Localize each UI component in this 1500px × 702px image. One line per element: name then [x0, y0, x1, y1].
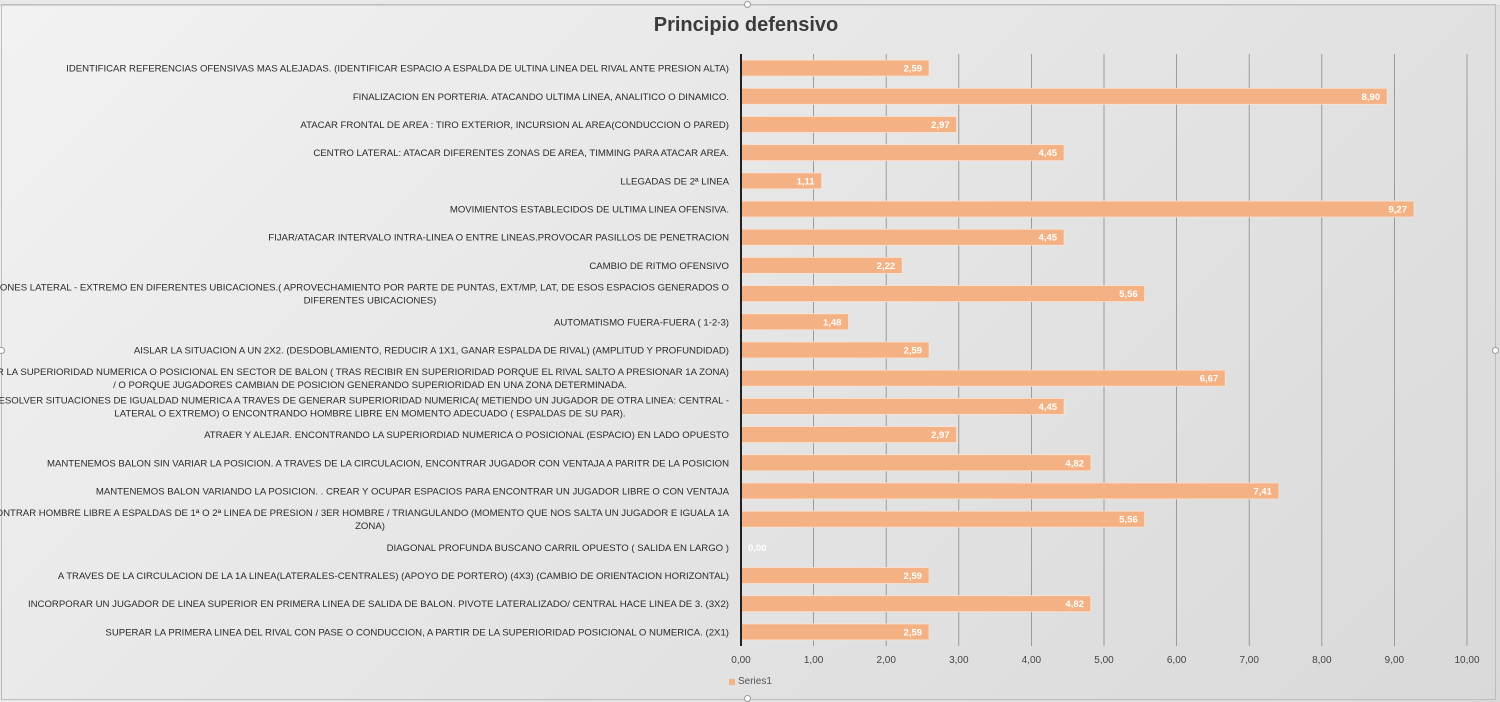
- category-label: FIJAR/ATACAR INTERVALO INTRA-LINEA O ENT…: [268, 233, 729, 244]
- data-label: 5,56: [1119, 515, 1138, 526]
- bar: [740, 228, 1065, 246]
- chart-legend: Series1: [729, 676, 772, 687]
- x-tick-label: 7,00: [1239, 655, 1259, 666]
- legend-swatch: [729, 678, 735, 685]
- bar: [740, 595, 1092, 613]
- data-label: 2,59: [904, 346, 923, 357]
- data-label: 4,45: [1039, 402, 1058, 413]
- data-label: 2,59: [904, 571, 923, 582]
- category-label: DIAGONAL PROFUNDA BUSCANO CARRIL OPUESTO…: [387, 543, 729, 554]
- x-tick-label: 0,00: [731, 655, 751, 666]
- bar: [740, 397, 1065, 415]
- resize-handle-right[interactable]: [1492, 347, 1499, 354]
- category-label: AISLAR LA SITUACION A UN 2X2. (DESDOBLAM…: [134, 346, 729, 357]
- resize-handle-top[interactable]: [744, 1, 751, 8]
- data-label: 2,59: [904, 627, 923, 638]
- category-label: ATACAR FRONTAL DE AREA : TIRO EXTERIOR, …: [300, 120, 729, 131]
- data-label: 2,97: [931, 430, 950, 441]
- bar: [740, 341, 930, 359]
- category-label: AUTOMATISMO FUERA-FUERA ( 1-2-3): [554, 317, 729, 328]
- data-label: 6,67: [1200, 374, 1219, 385]
- data-label: 4,45: [1039, 148, 1058, 159]
- data-label: 5,56: [1119, 289, 1138, 300]
- bar: [740, 426, 958, 443]
- category-label: ATRAER Y ALEJAR. ENCONTRANDO LA SUPERIOR…: [204, 430, 729, 441]
- data-label: 2,97: [931, 120, 950, 131]
- data-label: 1,48: [823, 317, 842, 328]
- category-label: LATERAL O EXTREMO) O ENCONTRANDO HOMBRE …: [114, 408, 625, 419]
- category-label: RESOLVER LA SUPERIORIDAD NUMERICA O POSI…: [0, 367, 729, 378]
- category-label: RELACIONES LATERAL - EXTREMO EN DIFERENT…: [0, 283, 729, 294]
- x-tick-label: 6,00: [1167, 655, 1187, 666]
- x-tick-label: 10,00: [1454, 655, 1479, 666]
- data-label: 0,00: [748, 543, 767, 554]
- x-tick-label: 5,00: [1094, 655, 1114, 666]
- bar: [740, 369, 1226, 387]
- category-label: DIFERENTES UBICACIONES): [304, 296, 437, 307]
- category-label: RESOLVER SITUACIONES DE IGUALDAD NUMERIC…: [0, 395, 729, 406]
- bar: [740, 510, 1146, 528]
- category-label: IDENTIFICAR REFERENCIAS OFENSIVAS MAS AL…: [66, 64, 729, 75]
- category-label: MOVIMIENTOS ESTABLECIDOS DE ULTIMA LINEA…: [450, 205, 729, 216]
- chart-title: Principio defensivo: [653, 14, 839, 36]
- bar: [740, 144, 1065, 162]
- data-label: 7,41: [1253, 486, 1272, 497]
- category-label: ENCONTRAR HOMBRE LIBRE A ESPALDAS DE 1ª …: [0, 508, 730, 519]
- bar: [740, 482, 1280, 500]
- bar: [740, 623, 930, 641]
- data-label: 4,82: [1065, 458, 1084, 469]
- category-label: SUPERAR LA PRIMERA LINEA DEL RIVAL CON P…: [105, 627, 729, 638]
- category-label: / O PORQUE JUGADORES CAMBIAN DE POSICION…: [113, 380, 627, 391]
- category-label: A TRAVES DE LA CIRCULACION DE LA 1A LINE…: [58, 571, 729, 582]
- x-tick-label: 3,00: [949, 655, 969, 666]
- category-label: INCORPORAR UN JUGADOR DE LINEA SUPERIOR …: [28, 599, 729, 610]
- x-tick-label: 4,00: [1022, 655, 1042, 666]
- bar: [740, 454, 1092, 472]
- x-tick-label: 8,00: [1312, 655, 1332, 666]
- legend-label: Series1: [738, 676, 772, 687]
- data-label: 4,82: [1065, 599, 1084, 610]
- data-label: 8,90: [1362, 92, 1381, 103]
- x-tick-label: 2,00: [876, 655, 896, 666]
- category-label: ZONA): [355, 521, 385, 532]
- category-label: MANTENEMOS BALON SIN VARIAR LA POSICION.…: [47, 458, 729, 469]
- category-label: LLEGADAS DE 2ª LINEA: [620, 176, 729, 187]
- data-label: 9,27: [1389, 205, 1408, 216]
- bar: [740, 116, 958, 133]
- bar: [740, 59, 930, 77]
- data-label: 4,45: [1039, 233, 1058, 244]
- category-label: FINALIZACION EN PORTERIA. ATACANDO ULTIM…: [353, 92, 729, 103]
- category-label: MANTENEMOS BALON VARIANDO LA POSICION. .…: [96, 486, 730, 497]
- bar: [740, 200, 1415, 218]
- data-label: 2,22: [877, 261, 896, 272]
- data-label: 2,59: [904, 64, 923, 75]
- category-label: CAMBIO DE RITMO OFENSIVO: [589, 261, 729, 272]
- category-label: CENTRO LATERAL: ATACAR DIFERENTES ZONAS …: [313, 148, 729, 159]
- resize-handle-left[interactable]: [0, 347, 5, 354]
- bar: [740, 285, 1146, 303]
- x-tick-label: 9,00: [1385, 655, 1405, 666]
- bar: [740, 87, 1388, 105]
- x-tick-label: 1,00: [804, 655, 824, 666]
- bar: [740, 567, 930, 584]
- data-label: 1,11: [797, 176, 816, 187]
